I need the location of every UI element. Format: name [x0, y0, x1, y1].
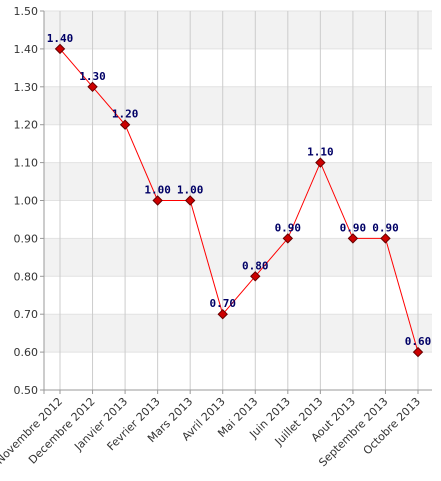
- y-tick-label: 1.00: [14, 195, 39, 208]
- data-point: [54, 43, 66, 55]
- background-band: [44, 314, 432, 353]
- y-tick-label: 1.40: [14, 43, 39, 56]
- data-label: 0.80: [242, 259, 269, 272]
- data-point: [152, 195, 163, 206]
- background-band: [44, 124, 432, 163]
- x-tick-label: Octobre 2013: [361, 395, 423, 457]
- data-label: 1.30: [79, 70, 106, 83]
- background-band: [44, 48, 432, 87]
- y-tick-label: 1.20: [14, 119, 39, 132]
- data-point: [119, 119, 131, 130]
- data-label: 1.10: [307, 146, 334, 159]
- data-label: 0.90: [340, 221, 367, 234]
- background-bands: [44, 11, 432, 390]
- background-band: [44, 162, 432, 201]
- data-label: 0.90: [275, 221, 302, 234]
- background-band: [44, 200, 432, 239]
- data-label: 0.90: [372, 221, 399, 234]
- data-label: 1.00: [177, 184, 204, 197]
- y-tick-label: 0.70: [14, 308, 39, 321]
- data-point: [250, 271, 261, 282]
- background-band: [44, 238, 432, 277]
- y-tick-label: 0.80: [14, 270, 39, 283]
- data-labels: 1.40 1.30 1.20 1.00 1.00 0.70 0.80 0.90 1.10 0.90…: [47, 32, 432, 348]
- series-markers: [54, 43, 424, 358]
- data-point: [87, 81, 98, 93]
- data-label: 0.70: [209, 297, 236, 310]
- background-band: [44, 86, 432, 125]
- data-label: 0.60: [405, 335, 432, 348]
- data-point: [380, 233, 391, 244]
- axes: [40, 10, 432, 394]
- data-label: 1.40: [47, 32, 74, 45]
- data-point: [347, 233, 359, 244]
- y-tick-label: 0.50: [14, 384, 39, 397]
- series-line: [59, 48, 419, 353]
- data-label: 1.00: [144, 184, 171, 197]
- y-tick-label: 0.90: [14, 232, 39, 245]
- y-tick-labels: 0.50 0.60 0.70 0.80 0.90 1.00 1.10 1.20 1.30 1.40…: [14, 5, 39, 397]
- data-point: [315, 157, 326, 168]
- data-label: 1.20: [112, 108, 139, 121]
- y-tick-label: 1.50: [14, 5, 39, 18]
- series-line-path: [59, 48, 419, 353]
- background-band: [44, 352, 432, 390]
- y-tick-label: 0.60: [14, 346, 39, 359]
- y-tick-label: 1.30: [14, 81, 39, 94]
- data-point: [184, 195, 196, 206]
- data-point: [412, 346, 424, 358]
- background-band: [44, 11, 432, 49]
- data-point: [282, 233, 294, 244]
- data-point: [217, 308, 228, 320]
- background-band: [44, 276, 432, 315]
- y-tick-label: 1.10: [14, 157, 39, 170]
